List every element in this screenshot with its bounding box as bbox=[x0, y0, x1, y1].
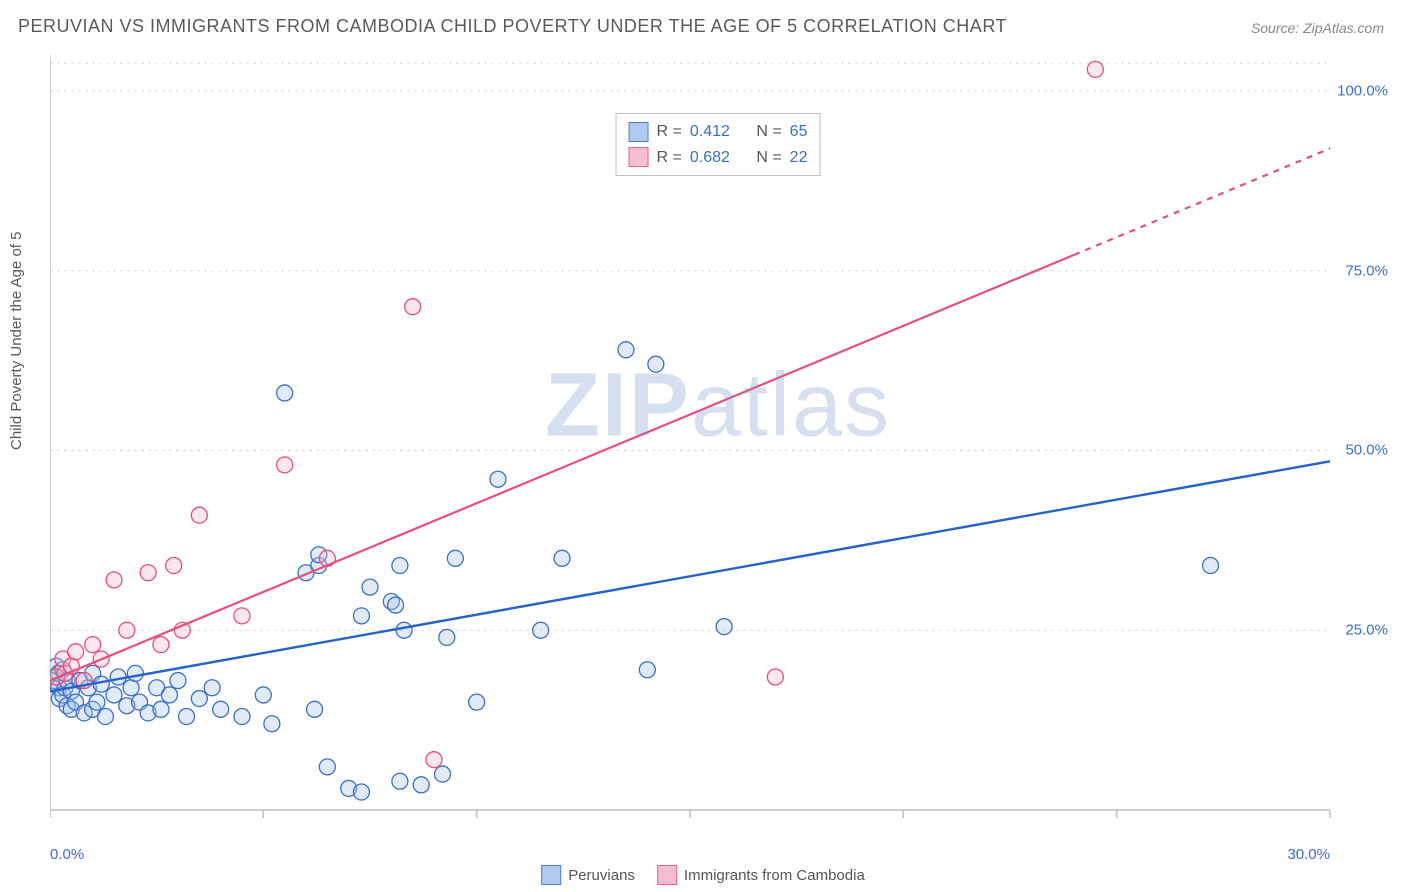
trend-line-cambodia bbox=[50, 255, 1074, 681]
data-point-peruvians bbox=[153, 701, 169, 717]
data-point-peruvians bbox=[97, 709, 113, 725]
data-point-cambodia bbox=[767, 669, 783, 685]
data-point-peruvians bbox=[362, 579, 378, 595]
legend-swatch-icon bbox=[629, 122, 649, 142]
y-tick-label: 75.0% bbox=[1345, 262, 1388, 279]
y-tick-label: 50.0% bbox=[1345, 442, 1388, 459]
data-point-cambodia bbox=[166, 558, 182, 574]
trend-line-cambodia-dashed bbox=[1074, 148, 1330, 254]
data-point-peruvians bbox=[161, 687, 177, 703]
data-point-peruvians bbox=[435, 766, 451, 782]
legend-n-value: 65 bbox=[790, 119, 808, 145]
data-point-peruvians bbox=[353, 784, 369, 800]
data-point-peruvians bbox=[554, 550, 570, 566]
data-point-peruvians bbox=[191, 691, 207, 707]
data-point-peruvians bbox=[447, 550, 463, 566]
data-point-peruvians bbox=[179, 709, 195, 725]
y-tick-label: 100.0% bbox=[1337, 82, 1388, 99]
data-point-peruvians bbox=[319, 759, 335, 775]
source-label: Source: ZipAtlas.com bbox=[1251, 20, 1384, 36]
legend-n-value: 22 bbox=[790, 145, 808, 171]
legend-label: Peruvians bbox=[568, 867, 635, 884]
legend-item-cambodia: Immigrants from Cambodia bbox=[657, 866, 865, 886]
data-point-peruvians bbox=[1203, 558, 1219, 574]
data-point-peruvians bbox=[277, 385, 293, 401]
data-point-peruvians bbox=[123, 680, 139, 696]
x-tick-label: 30.0% bbox=[1287, 846, 1330, 863]
data-point-cambodia bbox=[140, 565, 156, 581]
legend-swatch-icon bbox=[541, 865, 561, 885]
data-point-peruvians bbox=[716, 619, 732, 635]
data-point-peruvians bbox=[127, 665, 143, 681]
data-point-cambodia bbox=[405, 299, 421, 315]
data-point-cambodia bbox=[68, 644, 84, 660]
data-point-peruvians bbox=[396, 622, 412, 638]
data-point-cambodia bbox=[1087, 61, 1103, 77]
legend-r-label: R = bbox=[657, 145, 682, 171]
x-tick-label: 0.0% bbox=[50, 846, 84, 863]
data-point-cambodia bbox=[426, 752, 442, 768]
data-point-peruvians bbox=[388, 597, 404, 613]
legend-swatch-icon bbox=[629, 147, 649, 167]
data-point-peruvians bbox=[255, 687, 271, 703]
data-point-cambodia bbox=[277, 457, 293, 473]
y-axis-label: Child Poverty Under the Age of 5 bbox=[8, 232, 25, 450]
data-point-peruvians bbox=[264, 716, 280, 732]
legend-r-label: R = bbox=[657, 119, 682, 145]
data-point-cambodia bbox=[153, 637, 169, 653]
data-point-peruvians bbox=[213, 701, 229, 717]
legend-item-peruvians: Peruvians bbox=[541, 866, 635, 886]
data-point-peruvians bbox=[170, 673, 186, 689]
legend-stats-row-cambodia: R = 0.682 N = 22 bbox=[629, 145, 808, 171]
legend-n-label: N = bbox=[752, 145, 782, 171]
data-point-cambodia bbox=[234, 608, 250, 624]
data-point-peruvians bbox=[307, 701, 323, 717]
legend-bottom: Peruvians Immigrants from Cambodia bbox=[541, 866, 865, 886]
data-point-peruvians bbox=[106, 687, 122, 703]
data-point-peruvians bbox=[439, 629, 455, 645]
y-tick-label: 25.0% bbox=[1345, 622, 1388, 639]
data-point-peruvians bbox=[204, 680, 220, 696]
trend-line-peruvians bbox=[50, 461, 1330, 691]
data-point-peruvians bbox=[533, 622, 549, 638]
data-point-cambodia bbox=[191, 507, 207, 523]
data-point-peruvians bbox=[234, 709, 250, 725]
data-point-peruvians bbox=[353, 608, 369, 624]
chart-area: ZIPatlas 25.0%50.0%75.0%100.0% 0.0%30.0%… bbox=[50, 55, 1386, 835]
legend-swatch-icon bbox=[657, 865, 677, 885]
data-point-peruvians bbox=[89, 694, 105, 710]
data-point-peruvians bbox=[392, 773, 408, 789]
legend-n-label: N = bbox=[752, 119, 782, 145]
chart-title: PERUVIAN VS IMMIGRANTS FROM CAMBODIA CHI… bbox=[18, 16, 1007, 37]
data-point-cambodia bbox=[85, 637, 101, 653]
data-point-peruvians bbox=[469, 694, 485, 710]
data-point-peruvians bbox=[490, 471, 506, 487]
data-point-peruvians bbox=[618, 342, 634, 358]
legend-r-value: 0.412 bbox=[690, 119, 744, 145]
data-point-peruvians bbox=[639, 662, 655, 678]
data-point-peruvians bbox=[413, 777, 429, 793]
legend-r-value: 0.682 bbox=[690, 145, 744, 171]
legend-stats-box: R = 0.412 N = 65 R = 0.682 N = 22 bbox=[616, 113, 821, 176]
data-point-peruvians bbox=[648, 356, 664, 372]
data-point-cambodia bbox=[106, 572, 122, 588]
data-point-peruvians bbox=[392, 558, 408, 574]
data-point-cambodia bbox=[119, 622, 135, 638]
legend-label: Immigrants from Cambodia bbox=[684, 867, 865, 884]
legend-stats-row-peruvians: R = 0.412 N = 65 bbox=[629, 119, 808, 145]
